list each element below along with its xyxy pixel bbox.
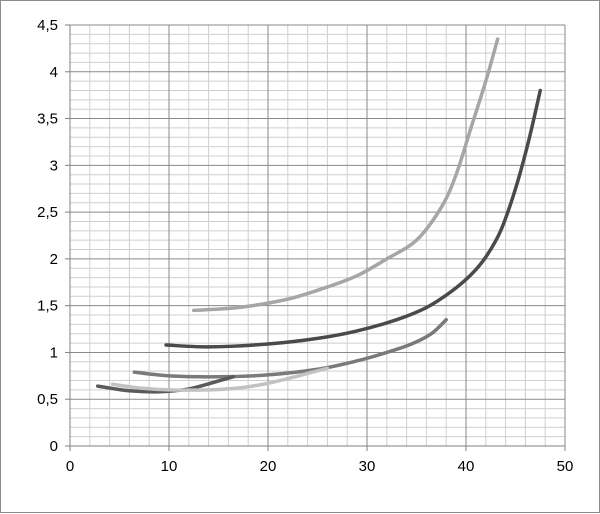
x-tick-label: 40 [458, 458, 475, 475]
y-tick-label: 3,5 [37, 111, 58, 128]
series-line-3 [132, 317, 448, 379]
series-line-1 [192, 37, 500, 313]
y-tick-label: 2 [50, 251, 58, 268]
y-tick-label: 0 [50, 438, 58, 455]
y-tick-label: 2,5 [37, 204, 58, 221]
series-line-2 [164, 88, 542, 349]
x-tick-label: 10 [161, 458, 178, 475]
y-tick-label: 0,5 [37, 391, 58, 408]
x-tick-label: 50 [557, 458, 574, 475]
y-tick-label: 4 [50, 64, 58, 81]
x-tick-label: 0 [66, 458, 74, 475]
y-tick-label: 3 [50, 157, 58, 174]
y-tick-label: 1 [50, 344, 58, 361]
series-line-5 [110, 366, 330, 392]
y-tick-label: 4,5 [37, 17, 58, 34]
x-tick-label: 20 [260, 458, 277, 475]
y-tick-label: 1,5 [37, 298, 58, 315]
x-tick-label: 30 [359, 458, 376, 475]
